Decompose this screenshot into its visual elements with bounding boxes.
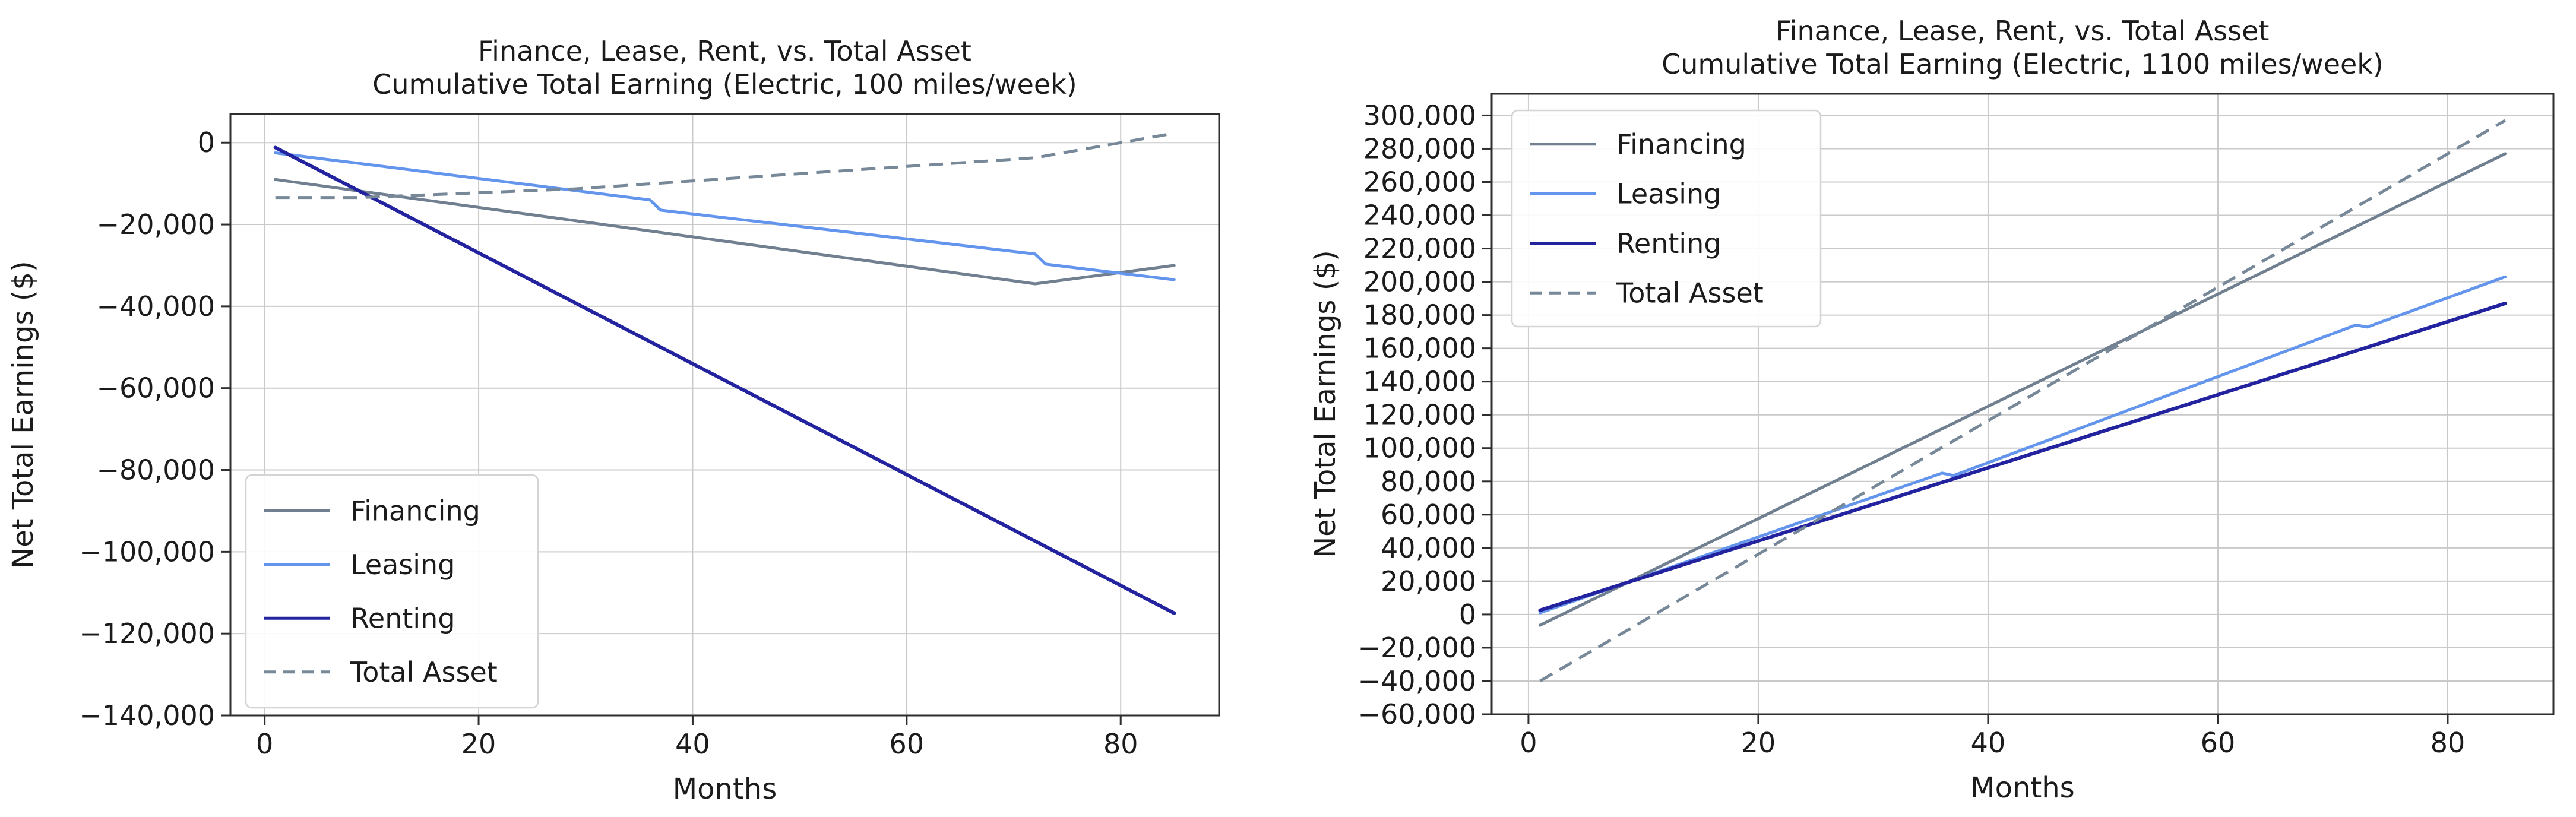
- chart-title: Finance, Lease, Rent, vs. Total Asset: [478, 35, 971, 67]
- legend-box: [1511, 109, 1822, 328]
- y-tick-label: 40,000: [1381, 532, 1476, 564]
- y-tick-label: 160,000: [1363, 332, 1476, 365]
- x-tick-label: 60: [890, 728, 925, 760]
- y-tick-label: −100,000: [79, 536, 215, 568]
- legend-label: Renting: [350, 602, 455, 634]
- y-tick-label: −60,000: [97, 372, 216, 404]
- y-tick-label: −20,000: [1358, 632, 1477, 664]
- series-line-total-asset: [1539, 119, 2506, 683]
- legend-label: Total Asset: [1616, 277, 1764, 309]
- y-tick-label: −80,000: [97, 454, 216, 486]
- legend-upper-left: Financing Leasing Renting Total Asset: [1511, 109, 1822, 328]
- chart-subtitle: Cumulative Total Earning (Electric, 1100…: [1662, 48, 2384, 80]
- axes-spines: [229, 113, 1220, 717]
- y-tick-label: −120,000: [79, 618, 215, 650]
- series-line-renting: [273, 145, 1176, 615]
- axes-spines: [1490, 93, 2555, 715]
- legend-lower-left: Financing Leasing Renting Total Asset: [245, 474, 539, 709]
- series-line-renting: [1538, 302, 2507, 612]
- series-line-financing: [274, 178, 1176, 286]
- series-line-leasing: [274, 151, 1176, 281]
- x-tick-label: 80: [2431, 727, 2466, 759]
- x-tick-label: 60: [2201, 727, 2236, 759]
- chart-subtitle: Cumulative Total Earning (Electric, 100 …: [372, 68, 1077, 100]
- y-tick-label: −40,000: [1358, 665, 1477, 697]
- legend-label: Leasing: [350, 549, 455, 581]
- legend-label: Renting: [1616, 227, 1721, 259]
- chart-electric-1100-miles: 0 20 40 60 80 300,000280,000260,000240,000220…: [1309, 15, 2555, 805]
- y-tick-label: 0: [1459, 598, 1476, 631]
- legend-label: Financing: [350, 495, 480, 527]
- y-tick-label: 0: [198, 126, 215, 159]
- y-tick-label: 260,000: [1363, 166, 1476, 198]
- y-tick-label: −60,000: [1358, 698, 1477, 730]
- legend-label: Leasing: [1616, 178, 1721, 210]
- series-line-leasing: [1538, 275, 2507, 615]
- x-tick-label: 40: [675, 728, 710, 760]
- y-tick-label: 180,000: [1363, 299, 1476, 331]
- x-tick-label: 20: [1741, 727, 1776, 759]
- x-tick-label: 40: [1971, 727, 2006, 759]
- x-tick-label: 0: [256, 728, 273, 760]
- y-tick-label: 120,000: [1363, 399, 1476, 431]
- y-tick-label: −40,000: [97, 290, 216, 322]
- y-axis-label: Net Total Earnings ($): [7, 261, 40, 568]
- y-tick-label: 100,000: [1363, 432, 1476, 464]
- x-axis-label: Months: [673, 772, 777, 806]
- y-tick-label: 60,000: [1381, 499, 1476, 531]
- y-tick-label: 200,000: [1363, 266, 1476, 298]
- y-tick-label: 20,000: [1381, 565, 1476, 597]
- series-line-total-asset: [275, 131, 1175, 200]
- legend-label: Financing: [1616, 128, 1746, 160]
- x-tick-label: 80: [1103, 728, 1138, 760]
- chart-title: Finance, Lease, Rent, vs. Total Asset: [1776, 15, 2270, 47]
- y-tick-label: 80,000: [1381, 466, 1476, 498]
- y-axis-label: Net Total Earnings ($): [1309, 250, 1342, 558]
- y-tick-label: 280,000: [1363, 132, 1476, 164]
- legend-label: Total Asset: [350, 656, 498, 688]
- y-tick-label: −20,000: [97, 208, 216, 240]
- y-tick-label: 220,000: [1363, 233, 1476, 265]
- x-tick-label: 0: [1520, 727, 1537, 759]
- y-tick-label: 140,000: [1363, 366, 1476, 398]
- legend-box: [245, 474, 539, 709]
- y-tick-label: −140,000: [79, 699, 215, 732]
- y-tick-label: 240,000: [1363, 200, 1476, 232]
- x-axis-label: Months: [1970, 771, 2074, 805]
- y-tick-label: 300,000: [1363, 99, 1476, 131]
- series-line-financing: [1538, 152, 2507, 627]
- x-tick-label: 20: [461, 728, 496, 760]
- chart-electric-100-miles: 0 20 40 60 80 0 −20,000 −40,000 −60,000 −80,000 −1…: [7, 35, 1220, 806]
